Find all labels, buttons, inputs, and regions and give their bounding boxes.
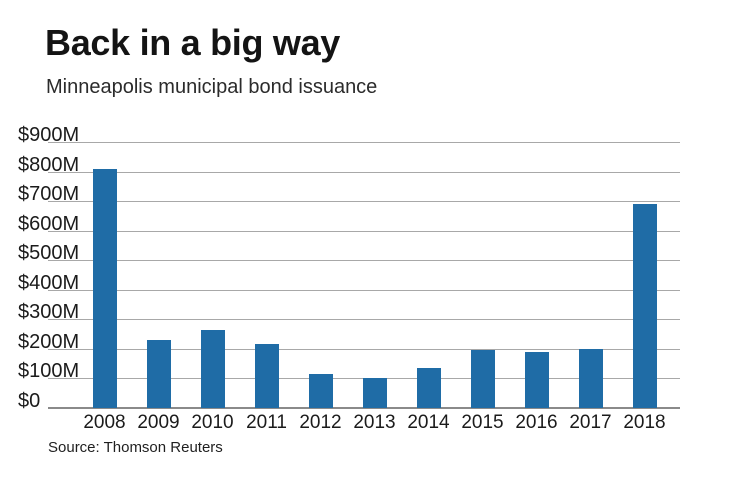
y-tick-label-500: $500M xyxy=(18,242,80,265)
x-tick-label-2017: 2017 xyxy=(569,412,612,433)
gridline-800 xyxy=(48,171,680,173)
x-tick-label-2013: 2013 xyxy=(353,412,396,433)
x-axis-line xyxy=(48,407,680,409)
gridline-400 xyxy=(48,289,680,291)
y-tick-label-300: $300M xyxy=(18,301,80,324)
gridline-600 xyxy=(48,230,680,232)
bar-2011 xyxy=(254,344,279,408)
bar-2014 xyxy=(416,368,441,408)
y-tick-label-800: $800M xyxy=(18,153,80,176)
y-tick-label-400: $400M xyxy=(18,271,80,294)
x-tick-label-2015: 2015 xyxy=(461,412,504,433)
x-tick-label-2016: 2016 xyxy=(515,412,558,433)
bar-2013 xyxy=(362,378,387,408)
gridline-300 xyxy=(48,319,680,321)
source-note: Source: Thomson Reuters xyxy=(48,439,223,456)
bar-2010 xyxy=(200,329,225,408)
y-tick-label-200: $200M xyxy=(18,330,80,353)
bar-2017 xyxy=(578,348,603,408)
x-tick-label-2012: 2012 xyxy=(299,412,342,433)
y-tick-label-600: $600M xyxy=(18,212,80,235)
x-tick-label-2008: 2008 xyxy=(83,412,126,433)
x-tick-label-2011: 2011 xyxy=(246,412,287,433)
x-tick-label-2009: 2009 xyxy=(137,412,180,433)
x-tick-label-2018: 2018 xyxy=(623,412,666,433)
bar-2015 xyxy=(470,350,495,408)
y-tick-label-100: $100M xyxy=(18,360,80,383)
y-tick-label-700: $700M xyxy=(18,183,80,206)
x-tick-label-2010: 2010 xyxy=(191,412,234,433)
bar-2008 xyxy=(92,168,117,408)
gridline-900 xyxy=(48,142,680,143)
chart-subtitle: Minneapolis municipal bond issuance xyxy=(46,76,378,98)
y-tick-label-0: $0 xyxy=(18,390,41,412)
chart-title: Back in a big way xyxy=(45,22,341,63)
x-tick-label-2014: 2014 xyxy=(407,412,450,433)
gridline-700 xyxy=(48,201,680,203)
gridline-500 xyxy=(48,260,680,262)
bar-2016 xyxy=(524,351,549,408)
bar-2018 xyxy=(632,204,657,408)
y-tick-label-900: $900M xyxy=(18,124,80,146)
bar-2012 xyxy=(308,374,333,408)
bar-2009 xyxy=(146,340,171,408)
gridline-200 xyxy=(48,348,680,350)
